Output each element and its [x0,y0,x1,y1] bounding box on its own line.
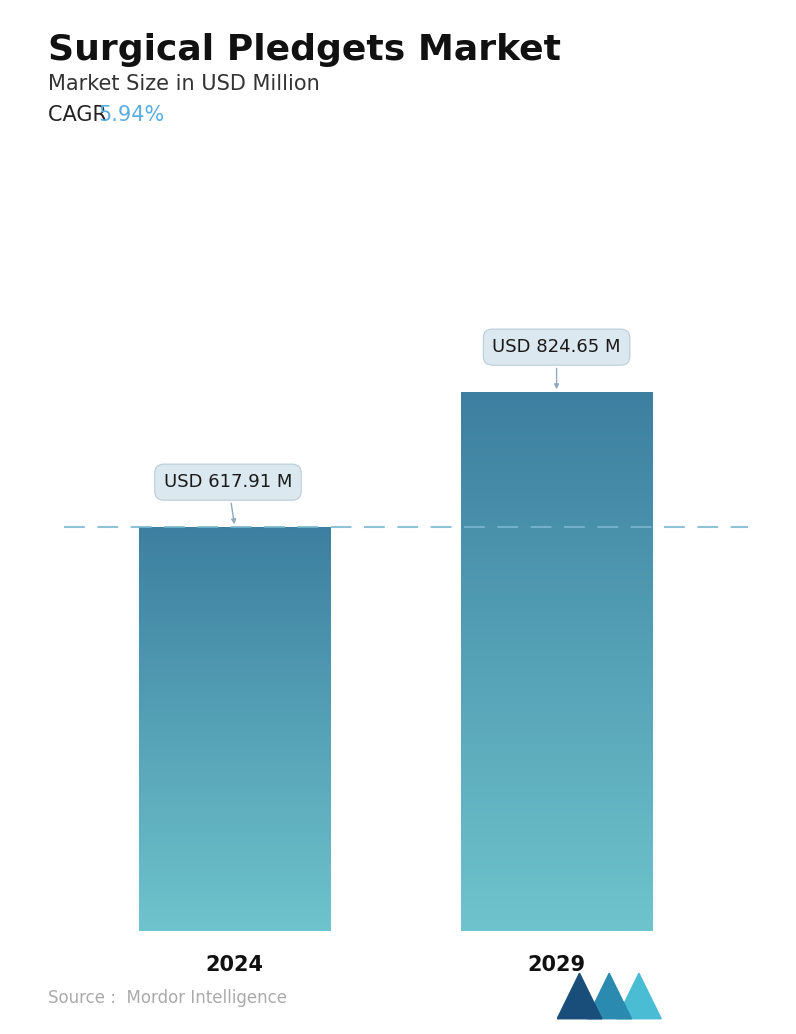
Text: Source :  Mordor Intelligence: Source : Mordor Intelligence [48,990,287,1007]
Polygon shape [587,973,631,1018]
Text: USD 617.91 M: USD 617.91 M [164,474,292,523]
Polygon shape [617,973,661,1018]
Text: Market Size in USD Million: Market Size in USD Million [48,74,319,94]
Text: Surgical Pledgets Market: Surgical Pledgets Market [48,33,560,67]
Text: CAGR: CAGR [48,105,113,125]
Polygon shape [557,973,602,1018]
Text: 5.94%: 5.94% [98,105,164,125]
Text: USD 824.65 M: USD 824.65 M [492,338,621,388]
